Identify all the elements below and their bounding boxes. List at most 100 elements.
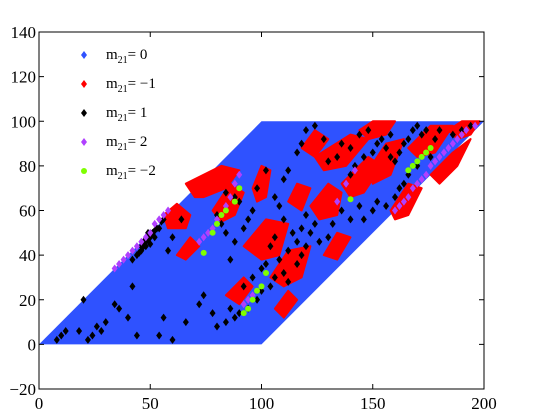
point-m21-1 [236, 197, 243, 206]
legend-marker [81, 80, 87, 88]
point-m21-neg2 [200, 249, 207, 256]
point-m21-1 [298, 224, 305, 233]
legend-label: m21= 2 [106, 134, 147, 153]
point-m21-1 [347, 170, 354, 179]
point-m21-2 [409, 184, 416, 193]
point-m21-2 [240, 300, 247, 309]
blob-m21-neg1 [322, 231, 352, 261]
point-m21-1 [418, 130, 425, 139]
point-m21-1 [182, 318, 189, 327]
point-m21-2 [449, 139, 456, 148]
point-m21-1 [254, 184, 261, 193]
point-m21-1 [414, 121, 421, 130]
point-m21-1 [316, 237, 323, 246]
point-m21-2 [463, 126, 470, 135]
point-m21-1 [129, 255, 136, 264]
x-tick-label: 50 [142, 394, 159, 413]
point-m21-2 [165, 206, 172, 215]
point-m21-2 [196, 237, 203, 246]
point-m21-2 [116, 260, 123, 269]
legend-label: m21= 1 [106, 105, 147, 124]
point-m21-1 [409, 126, 416, 135]
y-tick-label: 120 [11, 68, 37, 87]
point-m21-1 [356, 202, 363, 211]
point-m21-1 [387, 130, 394, 139]
point-m21-1 [240, 282, 247, 291]
point-m21-1 [267, 242, 274, 251]
legend-marker [81, 138, 87, 146]
point-m21-2 [156, 215, 163, 224]
point-m21-1 [271, 233, 278, 242]
point-m21-1 [285, 246, 292, 255]
point-m21-2 [147, 228, 154, 237]
point-m21-neg2 [427, 145, 434, 151]
y-tick-label: 140 [11, 23, 37, 42]
point-m21-1 [196, 300, 203, 309]
point-m21-2 [432, 157, 439, 166]
point-m21-2 [200, 233, 207, 242]
point-m21-1 [222, 188, 229, 197]
point-m21-1 [294, 237, 301, 246]
point-m21-1 [392, 157, 398, 166]
point-m21-1 [62, 326, 69, 335]
point-m21-1 [325, 233, 332, 242]
point-m21-2 [392, 206, 398, 215]
point-m21-1 [356, 130, 363, 139]
point-m21-1 [280, 215, 287, 224]
point-m21-2 [231, 179, 238, 188]
point-m21-neg2 [254, 287, 260, 294]
point-m21-1 [334, 152, 341, 161]
point-m21-neg2 [240, 310, 247, 317]
point-m21-1 [249, 206, 256, 215]
point-m21-2 [334, 197, 341, 206]
point-m21-1 [360, 215, 367, 224]
legend-marker [81, 51, 87, 59]
point-m21-neg2 [414, 158, 421, 165]
point-m21-neg2 [263, 270, 269, 276]
point-m21-2 [458, 130, 465, 139]
blob-m21-neg1 [242, 218, 290, 261]
point-m21-1 [93, 322, 100, 331]
y-tick-label: 100 [11, 112, 37, 131]
point-m21-2 [436, 152, 443, 161]
point-m21-2 [125, 251, 131, 260]
point-m21-1 [427, 152, 434, 161]
point-m21-1 [116, 304, 123, 313]
point-m21-1 [156, 331, 163, 340]
point-m21-1 [200, 291, 207, 300]
point-m21-1 [294, 148, 301, 157]
point-m21-2 [472, 121, 479, 130]
point-m21-2 [414, 179, 421, 188]
point-m21-neg2 [249, 296, 256, 303]
point-m21-1 [165, 246, 172, 255]
point-m21-2 [396, 202, 403, 211]
blob-m21-neg1 [287, 182, 312, 212]
y-tick-label: 40 [19, 246, 36, 265]
point-m21-1 [378, 135, 385, 144]
point-m21-neg2 [405, 167, 412, 174]
point-m21-1 [249, 273, 256, 282]
point-m21-2 [454, 135, 461, 144]
point-m21-1 [240, 224, 247, 233]
point-m21-2 [418, 175, 425, 184]
point-m21-2 [227, 193, 234, 202]
point-m21-1 [267, 282, 274, 291]
point-m21-1 [178, 215, 185, 224]
point-m21-neg2 [231, 198, 238, 205]
point-m21-1 [169, 335, 176, 344]
point-m21-1 [383, 202, 390, 211]
point-m21-1 [254, 295, 261, 304]
point-m21-1 [436, 126, 443, 135]
data-layer [39, 120, 484, 345]
point-m21-2 [351, 166, 358, 175]
blob-m21-neg1 [300, 129, 330, 158]
point-m21-neg2 [418, 153, 425, 160]
point-m21-2 [405, 193, 412, 202]
point-m21-1 [449, 130, 456, 139]
point-m21-2 [205, 228, 212, 237]
point-m21-1 [129, 282, 136, 291]
point-m21-1 [84, 335, 91, 344]
point-m21-1 [294, 260, 301, 269]
